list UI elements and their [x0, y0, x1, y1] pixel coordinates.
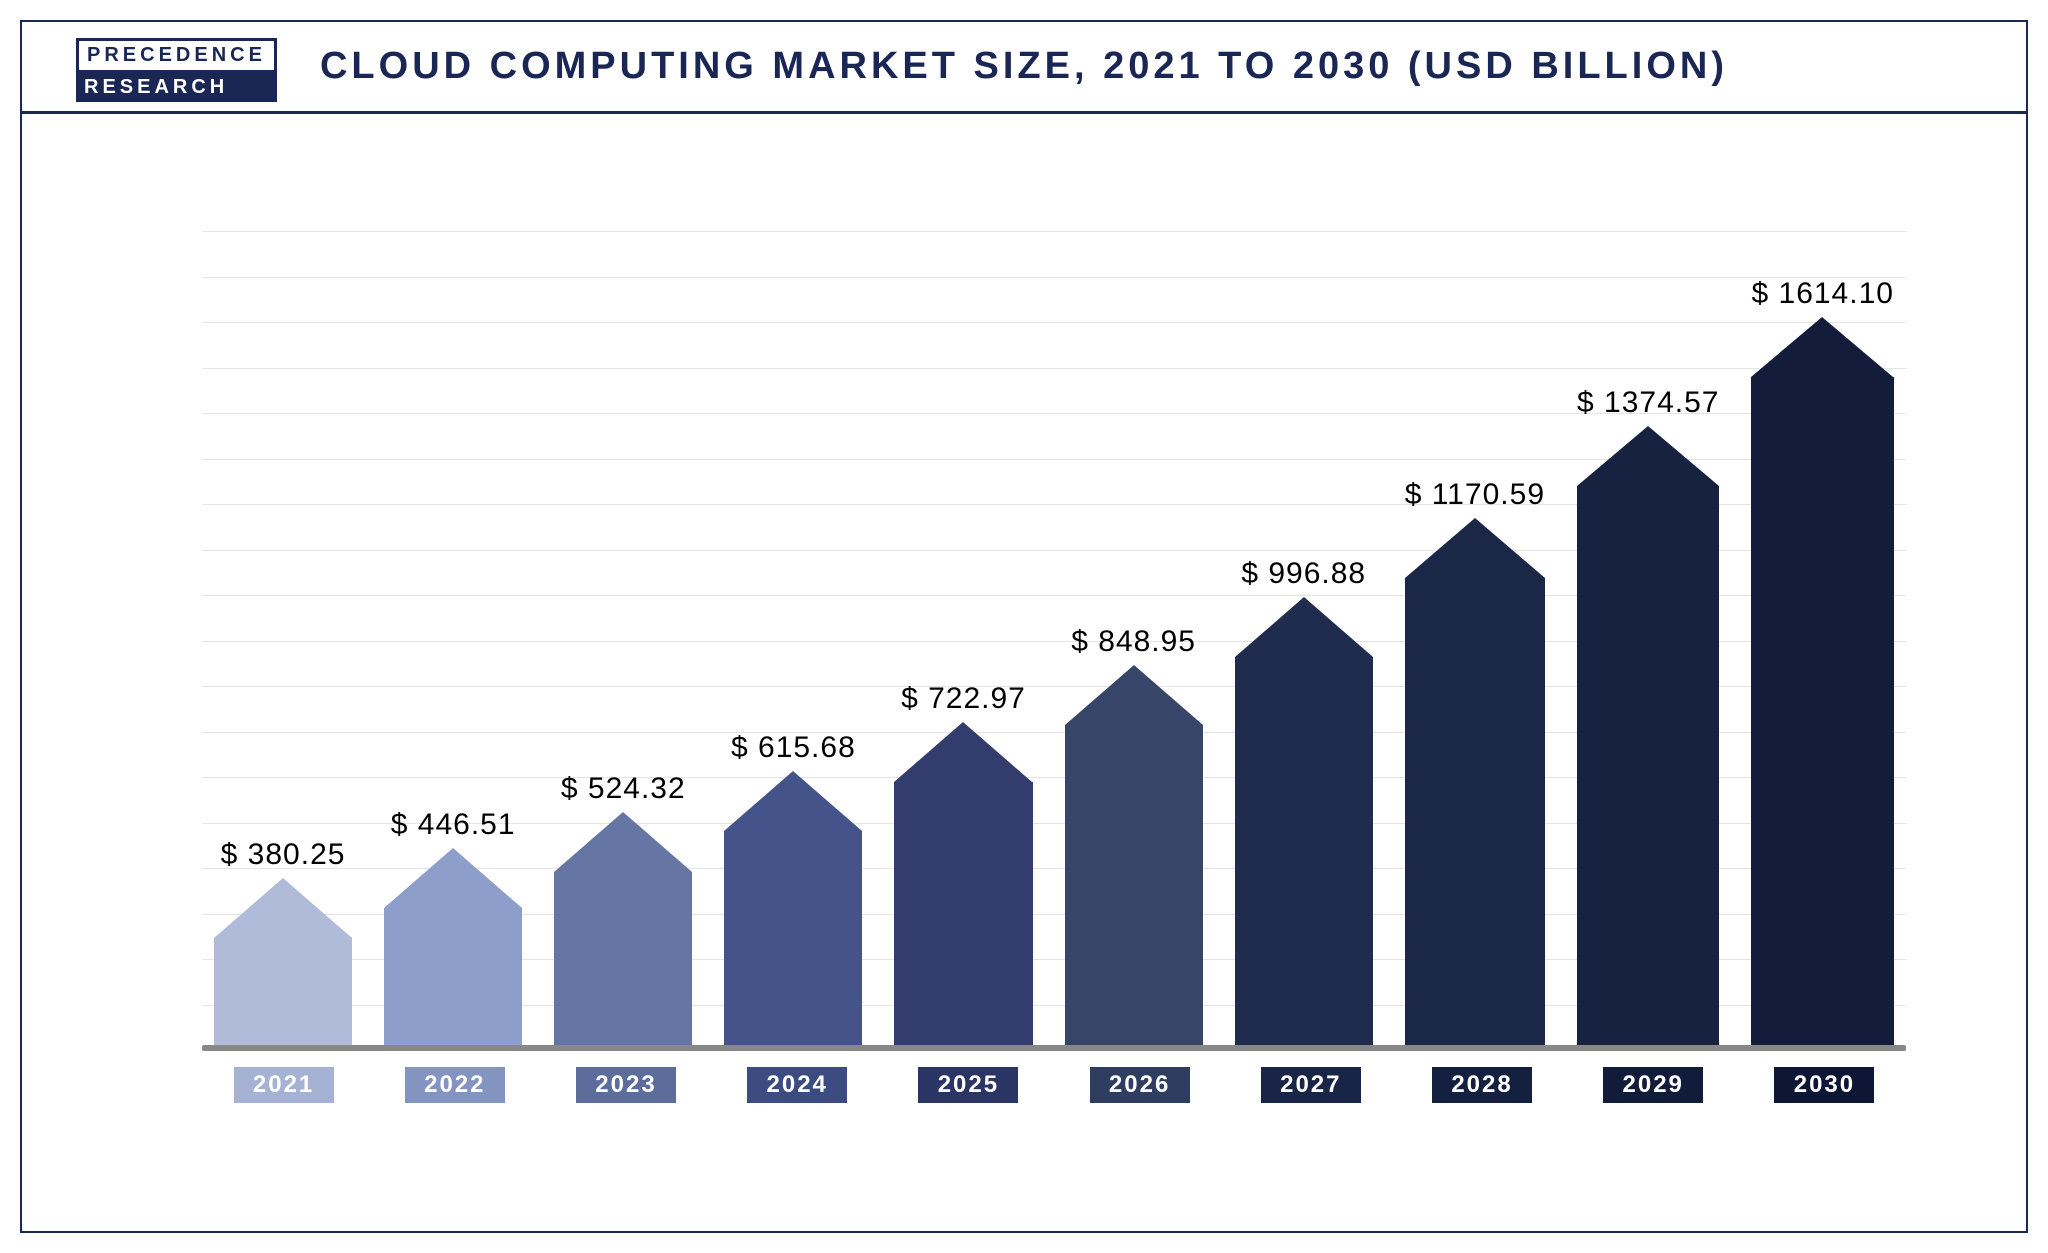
bar-2029: $ 1374.57: [1577, 386, 1719, 1051]
bar-body: [1405, 578, 1545, 1051]
bar-body: [1751, 377, 1893, 1051]
bar-value-label: $ 1170.59: [1405, 478, 1545, 512]
chart-frame: PRECEDENCE RESEARCH CLOUD COMPUTING MARK…: [20, 20, 2028, 1233]
bar-2025: $ 722.97: [894, 682, 1032, 1051]
xaxis-year-label: 2024: [747, 1067, 847, 1103]
xaxis-year-label: 2023: [576, 1067, 676, 1103]
bar-arrow-icon: [1751, 317, 1893, 377]
xaxis-item: 2026: [1070, 1067, 1209, 1111]
bar-2028: $ 1170.59: [1405, 478, 1545, 1051]
bar-shape: [1405, 518, 1545, 1051]
xaxis-year-label: 2029: [1603, 1067, 1703, 1103]
plot-area: $ 380.25 $ 446.51 $ 524.32 $ 615.68 $ 722.97…: [202, 232, 1906, 1111]
xaxis-year-label: 2027: [1261, 1067, 1361, 1103]
logo: PRECEDENCE RESEARCH: [76, 38, 277, 102]
bar-2027: $ 996.88: [1235, 557, 1373, 1051]
bar-2030: $ 1614.10: [1751, 277, 1893, 1051]
bar-arrow-icon: [894, 722, 1032, 782]
bar-shape: [384, 848, 522, 1051]
xaxis-item: 2024: [728, 1067, 867, 1111]
bar-arrow-icon: [1577, 426, 1719, 486]
bar-2026: $ 848.95: [1065, 625, 1203, 1051]
xaxis-year-label: 2021: [234, 1067, 334, 1103]
bar-value-label: $ 524.32: [561, 772, 686, 806]
bar-2023: $ 524.32: [554, 772, 692, 1051]
bar-arrow-icon: [724, 771, 862, 831]
bar-value-label: $ 848.95: [1071, 625, 1196, 659]
bar-shape: [1577, 426, 1719, 1051]
bar-arrow-icon: [1405, 518, 1545, 578]
bar-shape: [1235, 597, 1373, 1051]
xaxis-year-label: 2026: [1090, 1067, 1190, 1103]
bar-arrow-icon: [384, 848, 522, 908]
bar-body: [214, 938, 352, 1051]
xaxis-year-label: 2022: [405, 1067, 505, 1103]
xaxis-item: 2029: [1584, 1067, 1723, 1111]
xaxis-item: 2030: [1755, 1067, 1894, 1111]
xaxis-year-label: 2030: [1774, 1067, 1874, 1103]
bar-body: [554, 872, 692, 1051]
bar-shape: [724, 771, 862, 1051]
bar-shape: [1065, 665, 1203, 1051]
bar-shape: [1751, 317, 1893, 1051]
bar-arrow-icon: [554, 812, 692, 872]
bar-body: [1065, 725, 1203, 1051]
bar-value-label: $ 615.68: [731, 731, 856, 765]
bar-value-label: $ 1614.10: [1751, 277, 1893, 311]
bar-body: [894, 782, 1032, 1051]
bars-container: $ 380.25 $ 446.51 $ 524.32 $ 615.68 $ 722.97…: [202, 232, 1906, 1051]
xaxis: 2021 2022 2023 2024 2025 2026 2027 2028 2029 2030: [202, 1067, 1906, 1111]
bar-value-label: $ 446.51: [391, 808, 516, 842]
bar-2022: $ 446.51: [384, 808, 522, 1051]
xaxis-item: 2025: [899, 1067, 1038, 1111]
bar-value-label: $ 996.88: [1241, 557, 1366, 591]
chart-title: CLOUD COMPUTING MARKET SIZE, 2021 TO 203…: [22, 45, 2026, 88]
xaxis-item: 2027: [1241, 1067, 1380, 1111]
xaxis-item: 2021: [214, 1067, 353, 1111]
bar-value-label: $ 1374.57: [1577, 386, 1719, 420]
bar-body: [384, 908, 522, 1051]
bar-shape: [554, 812, 692, 1051]
xaxis-item: 2028: [1412, 1067, 1551, 1111]
bar-body: [1577, 486, 1719, 1051]
bar-body: [724, 831, 862, 1051]
logo-bottom-text: RESEARCH: [76, 73, 277, 102]
bar-value-label: $ 380.25: [221, 838, 346, 872]
bar-shape: [214, 878, 352, 1051]
xaxis-year-label: 2025: [918, 1067, 1018, 1103]
bar-arrow-icon: [1235, 597, 1373, 657]
header: PRECEDENCE RESEARCH CLOUD COMPUTING MARK…: [22, 22, 2026, 114]
xaxis-item: 2023: [556, 1067, 695, 1111]
xaxis-year-label: 2028: [1432, 1067, 1532, 1103]
bar-2024: $ 615.68: [724, 731, 862, 1051]
bar-2021: $ 380.25: [214, 838, 352, 1051]
bar-shape: [894, 722, 1032, 1051]
bar-value-label: $ 722.97: [901, 682, 1026, 716]
logo-top-text: PRECEDENCE: [76, 38, 277, 73]
bar-arrow-icon: [1065, 665, 1203, 725]
xaxis-item: 2022: [385, 1067, 524, 1111]
baseline: [202, 1045, 1906, 1051]
bar-body: [1235, 657, 1373, 1051]
bar-arrow-icon: [214, 878, 352, 938]
